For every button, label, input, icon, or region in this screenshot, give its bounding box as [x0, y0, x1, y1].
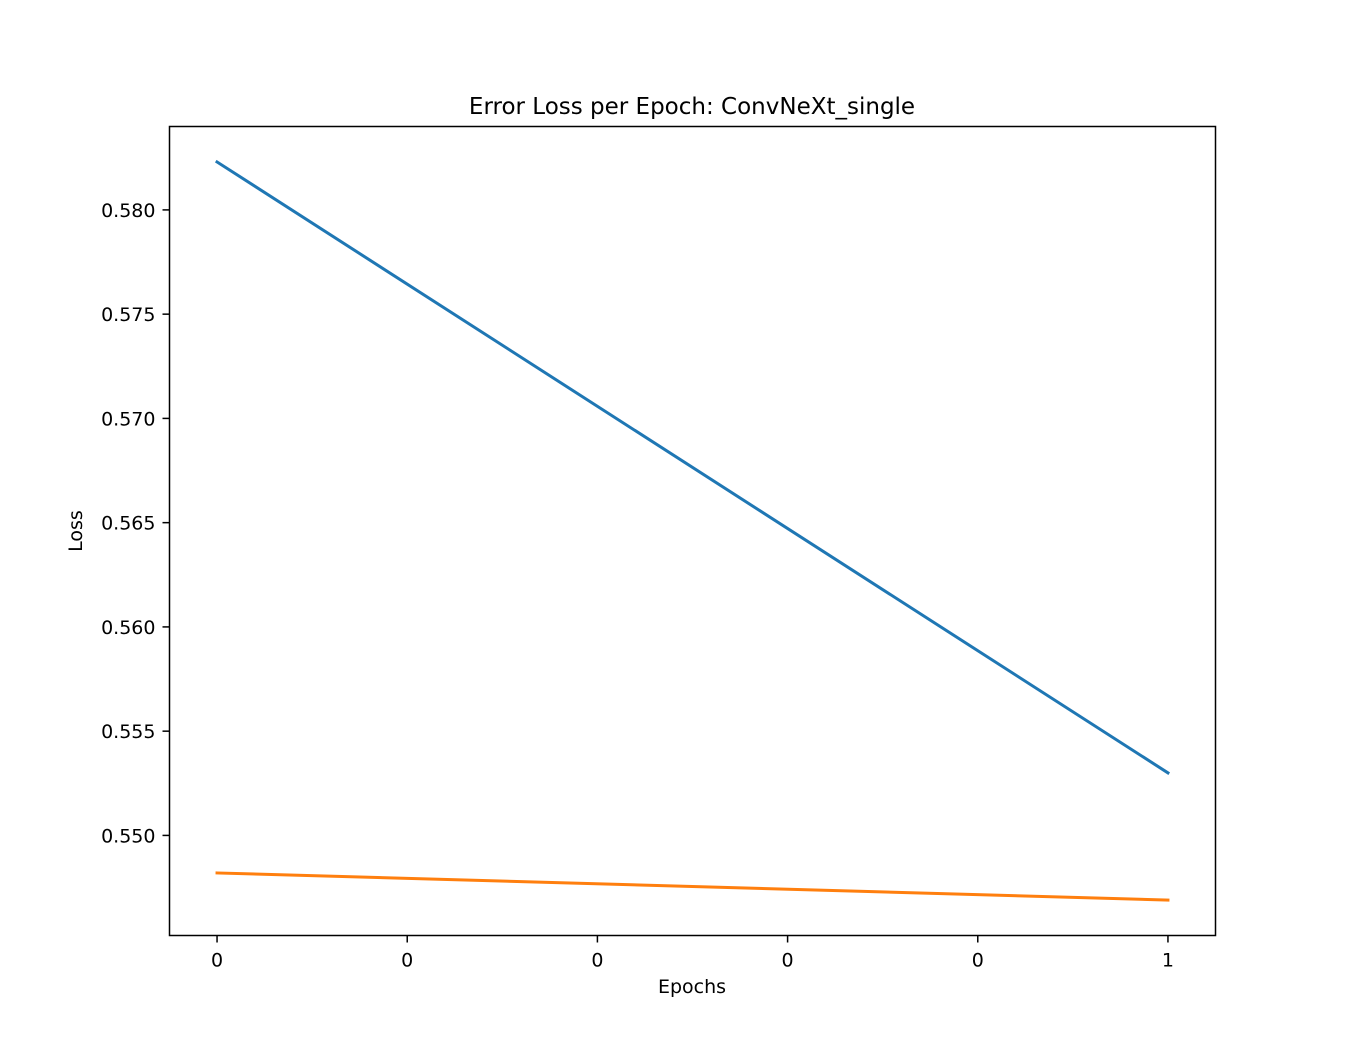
x-tick-label: 0: [972, 950, 984, 972]
y-tick-label: 0.560: [101, 617, 155, 639]
chart-title: Error Loss per Epoch: ConvNeXt_single: [469, 94, 915, 120]
y-tick-label: 0.580: [101, 200, 155, 222]
x-tick-label: 0: [591, 950, 603, 972]
x-axis-label: Epochs: [658, 976, 726, 998]
y-tick-label: 0.550: [101, 825, 155, 847]
series-layer: [214, 159, 1171, 902]
y-tick-label: 0.570: [101, 408, 155, 430]
plot-frame: [168, 125, 1217, 937]
series-line-2: [215, 871, 1170, 902]
y-tick-label: 0.555: [101, 721, 155, 743]
x-tick-label: 0: [782, 950, 794, 972]
x-tick-label: 0: [401, 950, 413, 972]
y-tick-label: 0.575: [101, 304, 155, 326]
x-tick-label: 1: [1162, 950, 1174, 972]
x-tick-label: 0: [211, 950, 223, 972]
y-tick-label: 0.565: [101, 513, 155, 535]
series-line-1: [214, 159, 1171, 775]
y-axis: 0.550 0.555 0.560 0.565 0.570 0.575 0.580: [101, 200, 170, 847]
x-axis: 0 0 0 0 0 1: [211, 935, 1174, 972]
y-axis-label: Loss: [65, 510, 87, 552]
